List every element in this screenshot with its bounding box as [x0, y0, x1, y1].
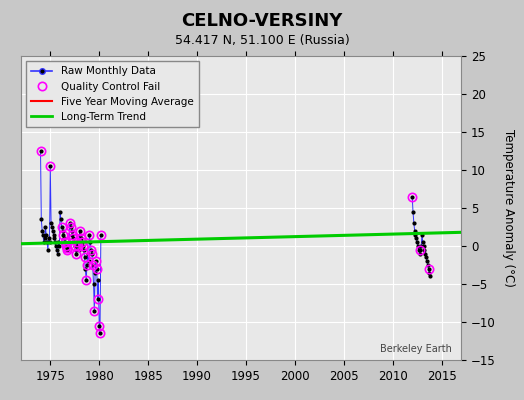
Text: 54.417 N, 51.100 E (Russia): 54.417 N, 51.100 E (Russia) — [174, 34, 350, 47]
Text: Berkeley Earth: Berkeley Earth — [380, 344, 452, 354]
Text: CELNO-VERSINY: CELNO-VERSINY — [181, 12, 343, 30]
Y-axis label: Temperature Anomaly (°C): Temperature Anomaly (°C) — [502, 129, 515, 287]
Legend: Raw Monthly Data, Quality Control Fail, Five Year Moving Average, Long-Term Tren: Raw Monthly Data, Quality Control Fail, … — [26, 61, 199, 127]
